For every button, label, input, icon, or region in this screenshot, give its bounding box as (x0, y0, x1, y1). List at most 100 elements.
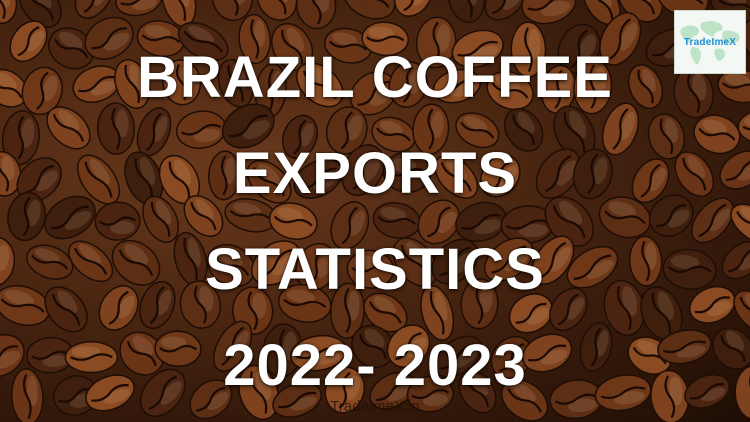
coffee-bean (486, 70, 534, 111)
coffee-bean (323, 27, 373, 64)
coffee-bean (579, 322, 613, 372)
coffee-bean (349, 71, 397, 116)
coffee-bean (177, 21, 229, 62)
title-line-4: 2022- 2023 (223, 333, 527, 398)
coffee-bean (9, 20, 48, 62)
coffee-bean (503, 108, 544, 152)
coffee-bean (393, 0, 433, 17)
coffee-bean (719, 150, 750, 190)
coffee-bean (535, 148, 581, 199)
tradeimex-logo: TradeImeX (674, 10, 746, 74)
coffee-bean (458, 370, 497, 414)
coffee-bean (206, 243, 256, 288)
coffee-bean (0, 236, 16, 287)
coffee-bean (351, 324, 395, 369)
coffee-bean (221, 103, 275, 149)
coffee-bean (369, 372, 415, 410)
coffee-bean (68, 240, 114, 283)
coffee-bean (251, 240, 302, 286)
coffee-bean (136, 20, 186, 58)
coffee-bean (392, 237, 438, 287)
coffee-bean (603, 279, 645, 336)
coffee-bean (480, 154, 521, 198)
coffee-bean (268, 202, 318, 240)
coffee-bean (372, 201, 421, 239)
coffee-bean (293, 158, 344, 199)
coffee-bean (98, 285, 139, 331)
coffee-bean (270, 23, 314, 72)
coffee-bean (433, 335, 483, 378)
coffee-bean (741, 17, 750, 63)
coffee-bean (455, 112, 500, 149)
coffee-bean (84, 16, 134, 60)
coffee-bean (324, 366, 366, 414)
coffee-bean (282, 114, 318, 160)
coffee-bean (648, 194, 694, 237)
coffee-bean (254, 62, 287, 119)
coffee-bean (483, 237, 534, 282)
coffee-bean (44, 286, 88, 333)
coffee-bean (115, 0, 163, 17)
coffee-bean (451, 29, 504, 68)
coffee-bean (415, 16, 457, 69)
coffee-bean (85, 374, 135, 412)
coffee-bean (540, 64, 577, 114)
coffee-bean (689, 285, 736, 324)
coffee-bean (0, 0, 18, 24)
coffee-bean (647, 113, 686, 160)
coffee-bean (44, 195, 96, 240)
coffee-bean (616, 0, 664, 23)
coffee-bean (432, 68, 482, 104)
coffee-bean (46, 106, 91, 150)
coffee-bean (212, 320, 253, 372)
coffee-bean (119, 331, 165, 376)
coffee-bean (18, 0, 62, 28)
coffee-bean (691, 197, 735, 244)
coffee-bean (343, 0, 396, 20)
coffee-bean (693, 114, 741, 155)
coffee-bean (272, 382, 322, 418)
coffee-bean (142, 195, 180, 243)
coffee-bean (256, 0, 298, 21)
coffee-bean (721, 240, 750, 280)
coffee-bean (16, 157, 62, 202)
logo-text: TradeImeX (683, 36, 737, 48)
coffee-bean (484, 0, 527, 21)
coffee-bean (238, 364, 280, 421)
coffee-bean (417, 199, 461, 245)
coffee-bean (521, 0, 577, 25)
coffee-bean (48, 27, 95, 70)
coffee-bean (455, 201, 507, 243)
coffee-bean (139, 280, 176, 330)
coffee-bean (325, 106, 368, 155)
coffee-bean (572, 148, 613, 200)
coffee-bean (290, 334, 347, 372)
coffee-bean (94, 201, 141, 241)
title-line-3: STATISTICS (205, 237, 545, 302)
coffee-bean (111, 239, 161, 286)
coffee-bean (730, 203, 750, 245)
coffee-bean (734, 365, 750, 420)
coffee-bean (447, 0, 486, 23)
coffee-bean (510, 21, 547, 78)
coffee-bean (0, 334, 25, 378)
coffee-bean (330, 282, 365, 339)
coffee-bean (406, 375, 454, 413)
coffee-bean (217, 58, 254, 108)
coffee-bean (737, 111, 750, 142)
coffee-bean (1, 110, 40, 166)
coffee-bean (175, 110, 227, 149)
coffee-bean (183, 195, 224, 237)
coffee-bean (684, 373, 731, 409)
coffee-bean (508, 293, 554, 334)
coffee-bean (154, 330, 202, 367)
coffee-bean (224, 198, 278, 233)
coffee-bean (295, 0, 337, 30)
coffee-bean (631, 158, 670, 204)
coffee-bean (296, 62, 344, 108)
coffee-bean (26, 244, 74, 280)
coffee-bean (662, 248, 717, 290)
coffee-bean (657, 329, 712, 365)
